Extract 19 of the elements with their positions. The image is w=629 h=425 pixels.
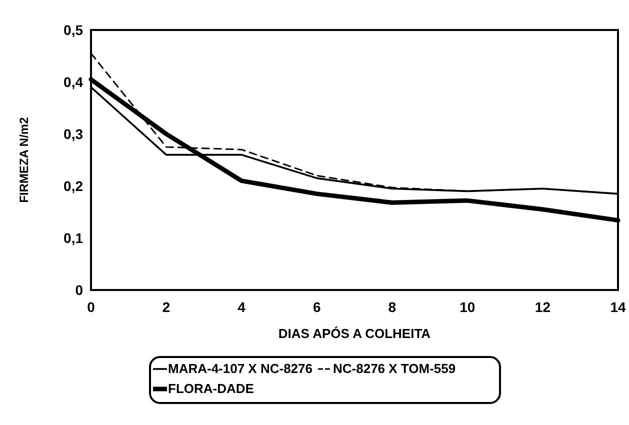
y-tick-label: 0,2: [64, 178, 84, 194]
y-axis-title: FIRMEZA N/m2: [17, 116, 31, 203]
x-tick-label: 8: [388, 299, 396, 315]
x-tick-label: 14: [610, 299, 626, 315]
y-tick-label: 0: [75, 282, 84, 298]
x-tick-label: 12: [534, 299, 551, 315]
x-tick-label: 2: [162, 299, 170, 315]
x-tick-label: 10: [460, 299, 476, 315]
y-tick-label: 0,4: [64, 74, 84, 90]
legend-label: MARA-4-107 X NC-8276: [168, 361, 312, 376]
x-tick-label: 6: [312, 299, 321, 315]
y-tick-label: 0,5: [64, 22, 84, 38]
x-tick-label: 0: [87, 299, 96, 315]
y-tick-label: 0,1: [64, 230, 84, 246]
legend-label: FLORA-DADE: [168, 381, 254, 396]
x-axis-title: DIAS APÓS A COLHEITA: [278, 326, 432, 341]
x-tick-label: 4: [238, 299, 246, 315]
legend-label: NC-8276 X TOM-559: [333, 361, 456, 376]
y-tick-label: 0,3: [64, 126, 84, 142]
